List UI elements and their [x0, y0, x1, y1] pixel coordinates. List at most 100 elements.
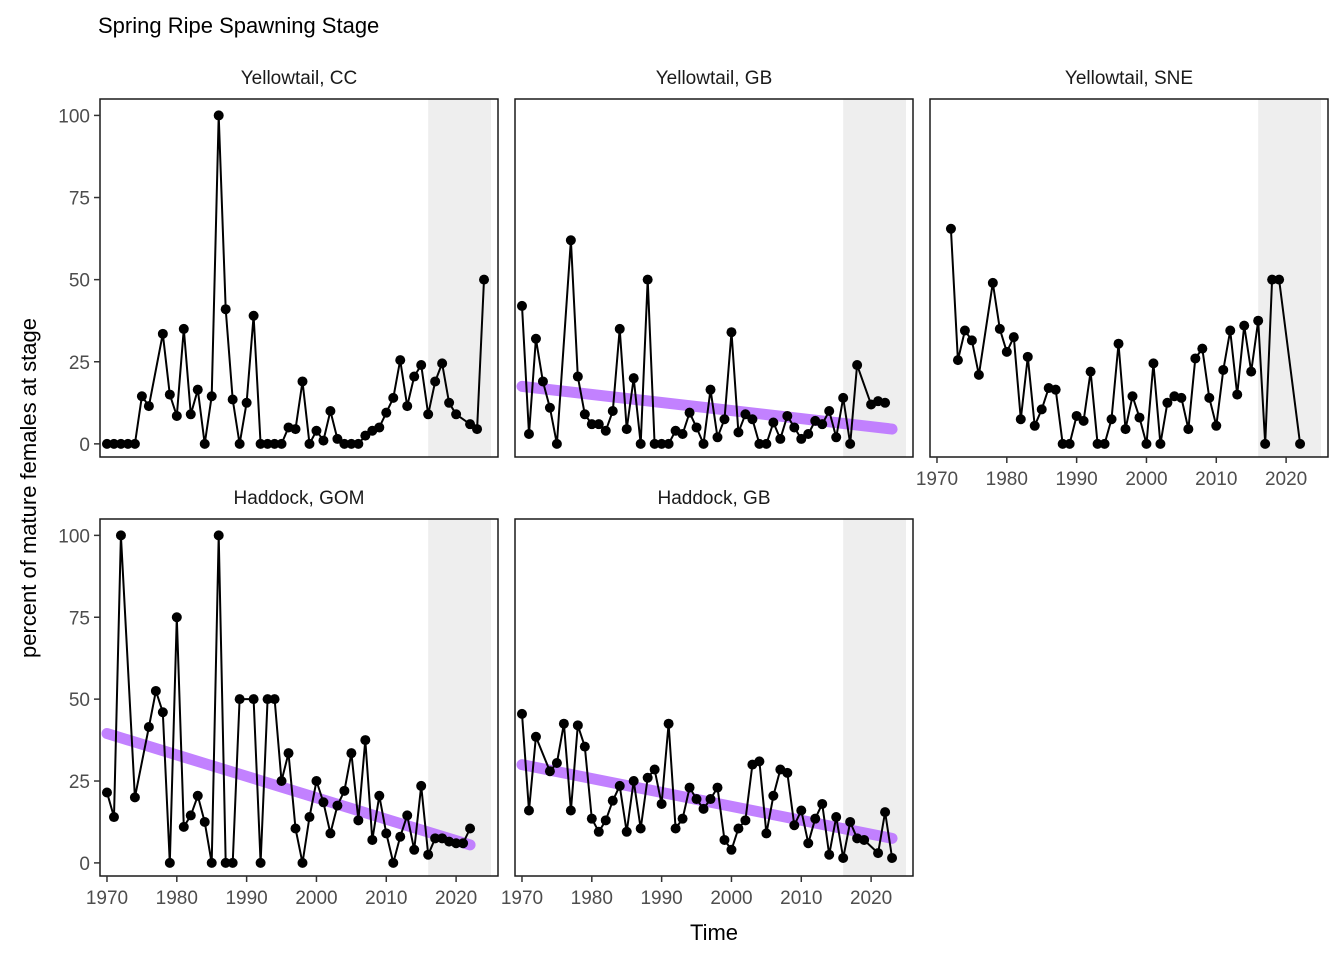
data-point — [1197, 343, 1208, 354]
data-point — [887, 852, 898, 863]
data-point — [803, 429, 814, 440]
data-point — [628, 373, 639, 384]
data-point — [1239, 320, 1250, 331]
x-tick-label: 1980 — [571, 888, 613, 909]
data-point — [1106, 414, 1117, 425]
data-point — [810, 813, 821, 824]
data-point — [656, 438, 667, 449]
data-point — [248, 694, 259, 705]
data-point — [297, 857, 308, 868]
data-point — [192, 790, 203, 801]
data-point — [367, 834, 378, 845]
data-point — [593, 826, 604, 837]
data-point — [108, 812, 119, 823]
data-point — [705, 384, 716, 395]
panel-title: Haddock, GB — [658, 488, 771, 509]
data-point — [339, 785, 350, 796]
data-point — [593, 419, 604, 430]
panel-title: Yellowtail, SNE — [1065, 68, 1193, 89]
data-point — [248, 310, 259, 321]
panel-title: Yellowtail, GB — [656, 68, 773, 89]
data-point — [733, 823, 744, 834]
data-point — [740, 815, 751, 826]
data-point — [768, 417, 779, 428]
data-point — [973, 369, 984, 380]
data-point — [1008, 332, 1019, 343]
data-point — [430, 833, 441, 844]
data-point — [782, 767, 793, 778]
data-point — [880, 397, 891, 408]
x-tick-label: 1990 — [1055, 469, 1097, 490]
data-point — [726, 844, 737, 855]
data-point — [332, 433, 343, 444]
data-point — [374, 790, 385, 801]
data-point — [966, 335, 977, 346]
data-point — [747, 414, 758, 425]
data-point — [1141, 438, 1152, 449]
data-point — [817, 798, 828, 809]
data-point — [1260, 438, 1271, 449]
data-point — [1267, 274, 1278, 285]
data-point — [607, 795, 618, 806]
data-point — [213, 110, 224, 121]
data-point — [283, 748, 294, 759]
facet-panels: Yellowtail, CC 0 25 50 75 100 Yellowtail, GB Ye… — [58, 68, 1329, 909]
data-point — [579, 409, 590, 420]
data-point — [1001, 346, 1012, 357]
data-point — [831, 432, 842, 443]
data-point — [213, 530, 224, 541]
data-point — [642, 772, 653, 783]
data-point — [402, 401, 413, 412]
data-point — [523, 805, 534, 816]
data-point — [381, 828, 392, 839]
data-point — [108, 438, 119, 449]
data-point — [430, 376, 441, 387]
data-point — [530, 731, 541, 742]
data-point — [374, 422, 385, 433]
data-point — [959, 325, 970, 336]
data-point — [262, 438, 273, 449]
data-point — [122, 438, 133, 449]
data-point — [451, 838, 462, 849]
data-point — [1050, 384, 1061, 395]
data-point — [318, 797, 329, 808]
data-point — [565, 235, 576, 246]
y-tick-label: 75 — [69, 608, 90, 629]
data-point — [740, 409, 751, 420]
data-point — [1078, 415, 1089, 426]
x-tick-label: 2000 — [1125, 469, 1167, 490]
series-line — [521, 713, 894, 859]
data-point — [642, 274, 653, 285]
panel-2: Yellowtail, SNE 1970 1980 1990 2000 2010 2020 — [916, 68, 1329, 490]
data-point — [360, 735, 371, 746]
data-point — [614, 780, 625, 791]
data-point — [845, 816, 856, 827]
data-point — [227, 394, 238, 405]
data-point — [719, 414, 730, 425]
data-point — [164, 857, 175, 868]
data-point — [360, 430, 371, 441]
data-point — [733, 427, 744, 438]
data-point — [206, 391, 217, 402]
data-point — [164, 389, 175, 400]
data-point — [705, 794, 716, 805]
data-point — [677, 813, 688, 824]
data-point — [649, 764, 660, 775]
data-point — [831, 812, 842, 823]
data-point — [388, 857, 399, 868]
panel-border — [99, 518, 499, 877]
data-point — [318, 435, 329, 446]
data-point — [444, 397, 455, 408]
data-point — [101, 787, 112, 798]
y-tick-label: 100 — [58, 106, 90, 127]
data-point — [353, 438, 364, 449]
data-point — [761, 828, 772, 839]
data-point — [754, 438, 765, 449]
data-point — [115, 530, 126, 541]
data-point — [621, 424, 632, 435]
data-point — [796, 433, 807, 444]
data-point — [952, 355, 963, 366]
data-point — [157, 328, 168, 339]
data-point — [796, 805, 807, 816]
